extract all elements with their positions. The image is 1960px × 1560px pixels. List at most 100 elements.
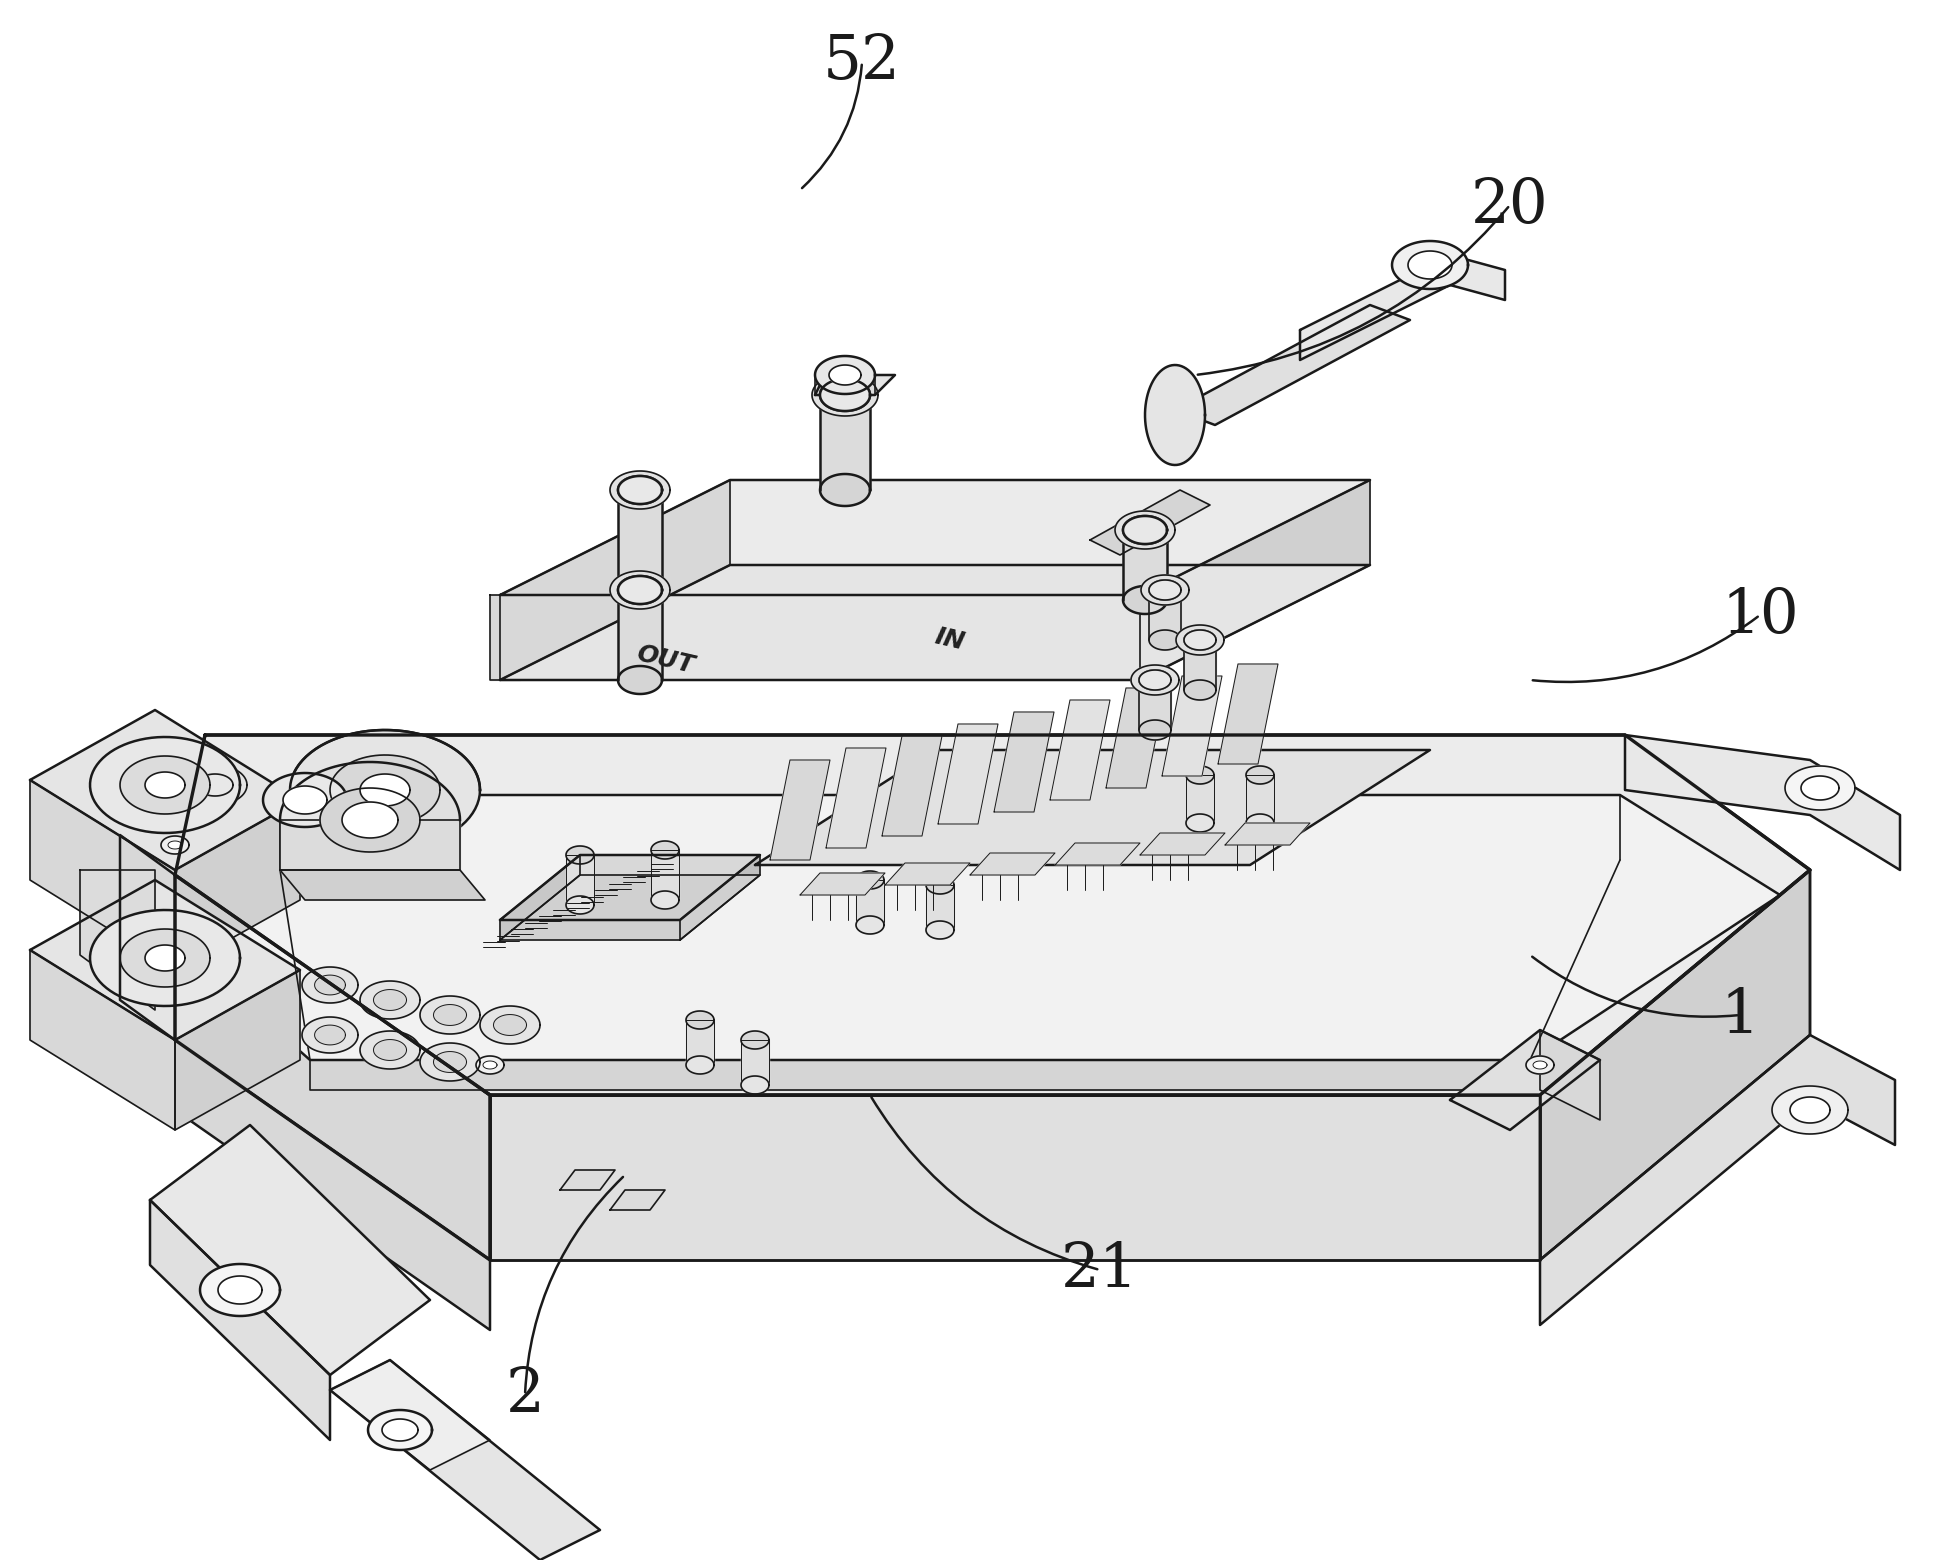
Polygon shape [617, 476, 662, 504]
Polygon shape [1139, 680, 1170, 730]
Text: 52: 52 [823, 33, 902, 92]
Polygon shape [1184, 630, 1215, 651]
Polygon shape [651, 841, 678, 860]
Polygon shape [290, 730, 480, 850]
Polygon shape [200, 1264, 280, 1317]
Polygon shape [1541, 870, 1809, 1260]
Polygon shape [480, 1006, 541, 1044]
Polygon shape [811, 374, 878, 417]
Polygon shape [741, 1031, 768, 1048]
Polygon shape [1123, 516, 1166, 544]
Polygon shape [280, 821, 461, 870]
Polygon shape [361, 774, 410, 807]
Polygon shape [368, 1410, 431, 1449]
Polygon shape [741, 1041, 768, 1086]
Polygon shape [361, 1031, 419, 1069]
Polygon shape [316, 975, 345, 995]
Polygon shape [857, 870, 884, 889]
Polygon shape [617, 476, 662, 504]
Polygon shape [1105, 688, 1166, 788]
Polygon shape [829, 365, 860, 385]
Polygon shape [617, 666, 662, 694]
Polygon shape [1247, 775, 1274, 824]
Polygon shape [80, 870, 155, 1009]
Polygon shape [1139, 669, 1170, 690]
Polygon shape [29, 780, 174, 970]
Polygon shape [494, 1014, 527, 1036]
Polygon shape [686, 1056, 713, 1073]
Polygon shape [419, 1044, 480, 1081]
Polygon shape [1090, 490, 1209, 555]
Polygon shape [1772, 1086, 1848, 1134]
Polygon shape [815, 374, 874, 395]
Polygon shape [161, 836, 188, 853]
Polygon shape [174, 796, 1780, 1059]
Polygon shape [218, 1276, 263, 1304]
Polygon shape [329, 1360, 490, 1470]
Polygon shape [610, 471, 670, 509]
Polygon shape [1139, 721, 1170, 739]
Polygon shape [169, 841, 182, 849]
Polygon shape [1186, 814, 1213, 831]
Polygon shape [617, 576, 662, 604]
Polygon shape [174, 875, 490, 1260]
Polygon shape [174, 735, 1809, 1095]
Polygon shape [1149, 630, 1182, 651]
Polygon shape [1123, 530, 1166, 601]
Polygon shape [610, 571, 670, 608]
Polygon shape [886, 863, 970, 885]
Polygon shape [1186, 775, 1213, 824]
Polygon shape [145, 945, 184, 970]
Polygon shape [361, 981, 419, 1019]
Polygon shape [382, 1420, 417, 1441]
Polygon shape [120, 930, 210, 987]
Polygon shape [1541, 1034, 1895, 1324]
Polygon shape [145, 772, 184, 799]
Text: 2: 2 [506, 1365, 545, 1424]
Polygon shape [1533, 1061, 1546, 1069]
Polygon shape [1789, 1097, 1831, 1123]
Polygon shape [29, 710, 300, 870]
Polygon shape [174, 1041, 490, 1331]
Polygon shape [994, 711, 1054, 813]
Polygon shape [1217, 665, 1278, 764]
Polygon shape [500, 480, 729, 680]
Polygon shape [819, 474, 870, 505]
Polygon shape [1541, 1030, 1599, 1120]
Polygon shape [1450, 1030, 1599, 1129]
Polygon shape [500, 875, 760, 941]
Polygon shape [1131, 594, 1160, 680]
Polygon shape [490, 594, 519, 680]
Polygon shape [1149, 590, 1182, 640]
Polygon shape [419, 995, 480, 1034]
Polygon shape [174, 800, 300, 970]
Polygon shape [1247, 814, 1274, 831]
Text: OUT: OUT [633, 641, 696, 679]
Polygon shape [651, 891, 678, 909]
Polygon shape [500, 855, 760, 920]
Polygon shape [263, 774, 347, 827]
Polygon shape [566, 855, 594, 905]
Polygon shape [1299, 254, 1505, 360]
Polygon shape [280, 870, 484, 900]
Polygon shape [686, 1011, 713, 1030]
Polygon shape [939, 724, 998, 824]
Text: 20: 20 [1472, 175, 1548, 236]
Polygon shape [310, 1059, 1531, 1090]
Polygon shape [319, 788, 419, 852]
Polygon shape [329, 755, 439, 825]
Polygon shape [120, 760, 310, 895]
Polygon shape [617, 490, 662, 590]
Polygon shape [374, 989, 406, 1011]
Polygon shape [482, 1061, 498, 1069]
Polygon shape [90, 736, 239, 833]
Polygon shape [680, 855, 760, 941]
Text: 10: 10 [1721, 585, 1799, 644]
Polygon shape [1123, 587, 1166, 615]
Polygon shape [302, 1017, 359, 1053]
Polygon shape [617, 576, 662, 604]
Polygon shape [182, 764, 247, 805]
Polygon shape [374, 1039, 406, 1061]
Text: IN: IN [933, 626, 968, 655]
Text: 21: 21 [1060, 1240, 1139, 1299]
